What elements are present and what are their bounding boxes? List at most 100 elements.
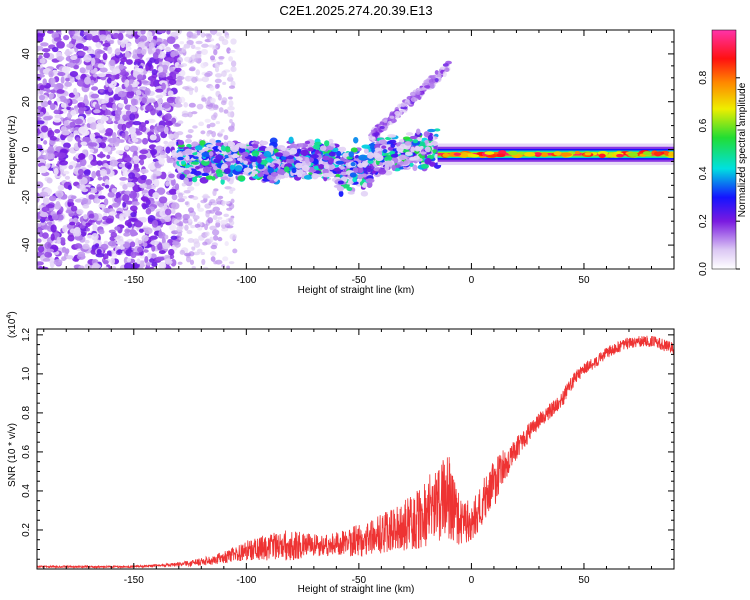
spectral-blob [50,89,56,94]
spectral-blob [128,190,138,199]
spectral-blob [124,144,130,150]
spectral-blob [111,253,118,258]
spectral-blob [56,41,65,49]
spectral-blob [424,157,432,165]
spectral-blob [357,162,365,168]
spectral-blob [98,229,105,235]
spectral-blob [409,162,414,167]
spectral-blob [428,78,436,84]
spectral-blob [166,36,176,45]
spectral-blob [68,92,76,98]
spectral-blob [141,80,149,84]
spectral-blob [147,119,155,123]
spectral-blob [181,46,187,53]
spectral-blob [111,265,117,269]
spectral-blob [120,57,128,63]
spectral-blob [149,134,157,141]
spectral-blob [103,253,109,261]
spectral-blob [122,114,128,121]
spectral-blob [200,251,205,256]
spectral-blob [229,164,236,171]
spectral-blob [88,142,98,147]
snr-plot [37,335,674,569]
spectral-blob [50,77,56,85]
spectral-blob [424,146,431,153]
spectral-blob [192,125,198,129]
spectral-blob [43,52,50,59]
spectral-blob [42,197,50,205]
spectral-blob [39,191,49,197]
spectral-blob [134,58,141,63]
spectrogram-marks [37,30,674,269]
spectral-blob [126,91,134,99]
x-tick-label: 50 [578,575,590,586]
snr-ticks: -150 -100 -50 0 50 0.2 0.4 0.6 0.8 1.0 1.2 [21,327,675,586]
spectral-blob [162,64,169,71]
spectral-blob [77,51,86,56]
spectral-blob [87,164,93,168]
spectral-blob [409,135,418,140]
snr-ylabel: SNR (10 * v/v) [7,423,18,487]
spectral-blob [434,77,439,83]
spectral-blob [442,71,447,78]
spectral-blob [121,123,127,132]
spectral-blob [201,43,209,48]
spectral-blob [228,173,234,178]
spectral-blob [191,265,196,269]
spectral-blob [179,41,185,45]
spectral-blob [77,139,83,148]
spectral-blob [197,227,203,231]
spectral-blob [215,154,224,161]
spectral-blob [63,170,70,175]
spectral-blob [216,31,222,37]
spectral-blob [211,30,216,36]
spectral-blob [38,94,46,101]
spectral-blob [107,46,113,55]
spectral-blob [206,124,211,129]
spectral-blob [209,138,216,144]
spectral-blob [164,242,170,248]
spectral-blob [196,202,201,209]
spectral-blob [286,157,295,164]
spectral-blob [51,31,60,40]
spectral-blob [142,203,147,210]
spectral-blob [83,94,88,102]
svg-text:(x104): (x104) [6,311,18,338]
spectral-blob [70,205,78,212]
spectral-blob [122,201,127,208]
spectral-blob [204,118,211,123]
tone-blob [469,154,480,158]
spectral-blob [130,98,137,106]
spectral-blob [194,223,201,228]
spectral-blob [176,225,183,232]
spectral-blob [114,113,121,122]
spectral-blob [138,154,147,160]
spectral-blob [125,121,133,129]
spectral-blob [41,48,51,53]
spectral-blob [216,84,220,88]
tone-blob [540,152,549,158]
spectral-blob [188,102,196,108]
spectral-blob [129,205,138,212]
spectral-blob [176,56,184,64]
spectral-blob [134,49,143,54]
spectral-blob [69,121,76,128]
spectral-blob [112,103,117,111]
spectral-blob [107,240,117,247]
spectral-blob [410,97,418,103]
spectral-blob [206,131,211,137]
spectral-blob [130,107,138,113]
spectral-blob [156,187,166,195]
spectral-blob [73,64,79,70]
spectral-blob [139,35,148,42]
spectral-blob [164,208,172,216]
spectral-blob [367,152,374,159]
spectral-blob [164,113,172,120]
spectral-blob [395,114,400,119]
spectral-blob [129,113,136,121]
spectral-blob [267,167,275,174]
spectral-blob [297,172,302,178]
spectral-blob [322,155,330,161]
spectral-blob [208,201,213,206]
